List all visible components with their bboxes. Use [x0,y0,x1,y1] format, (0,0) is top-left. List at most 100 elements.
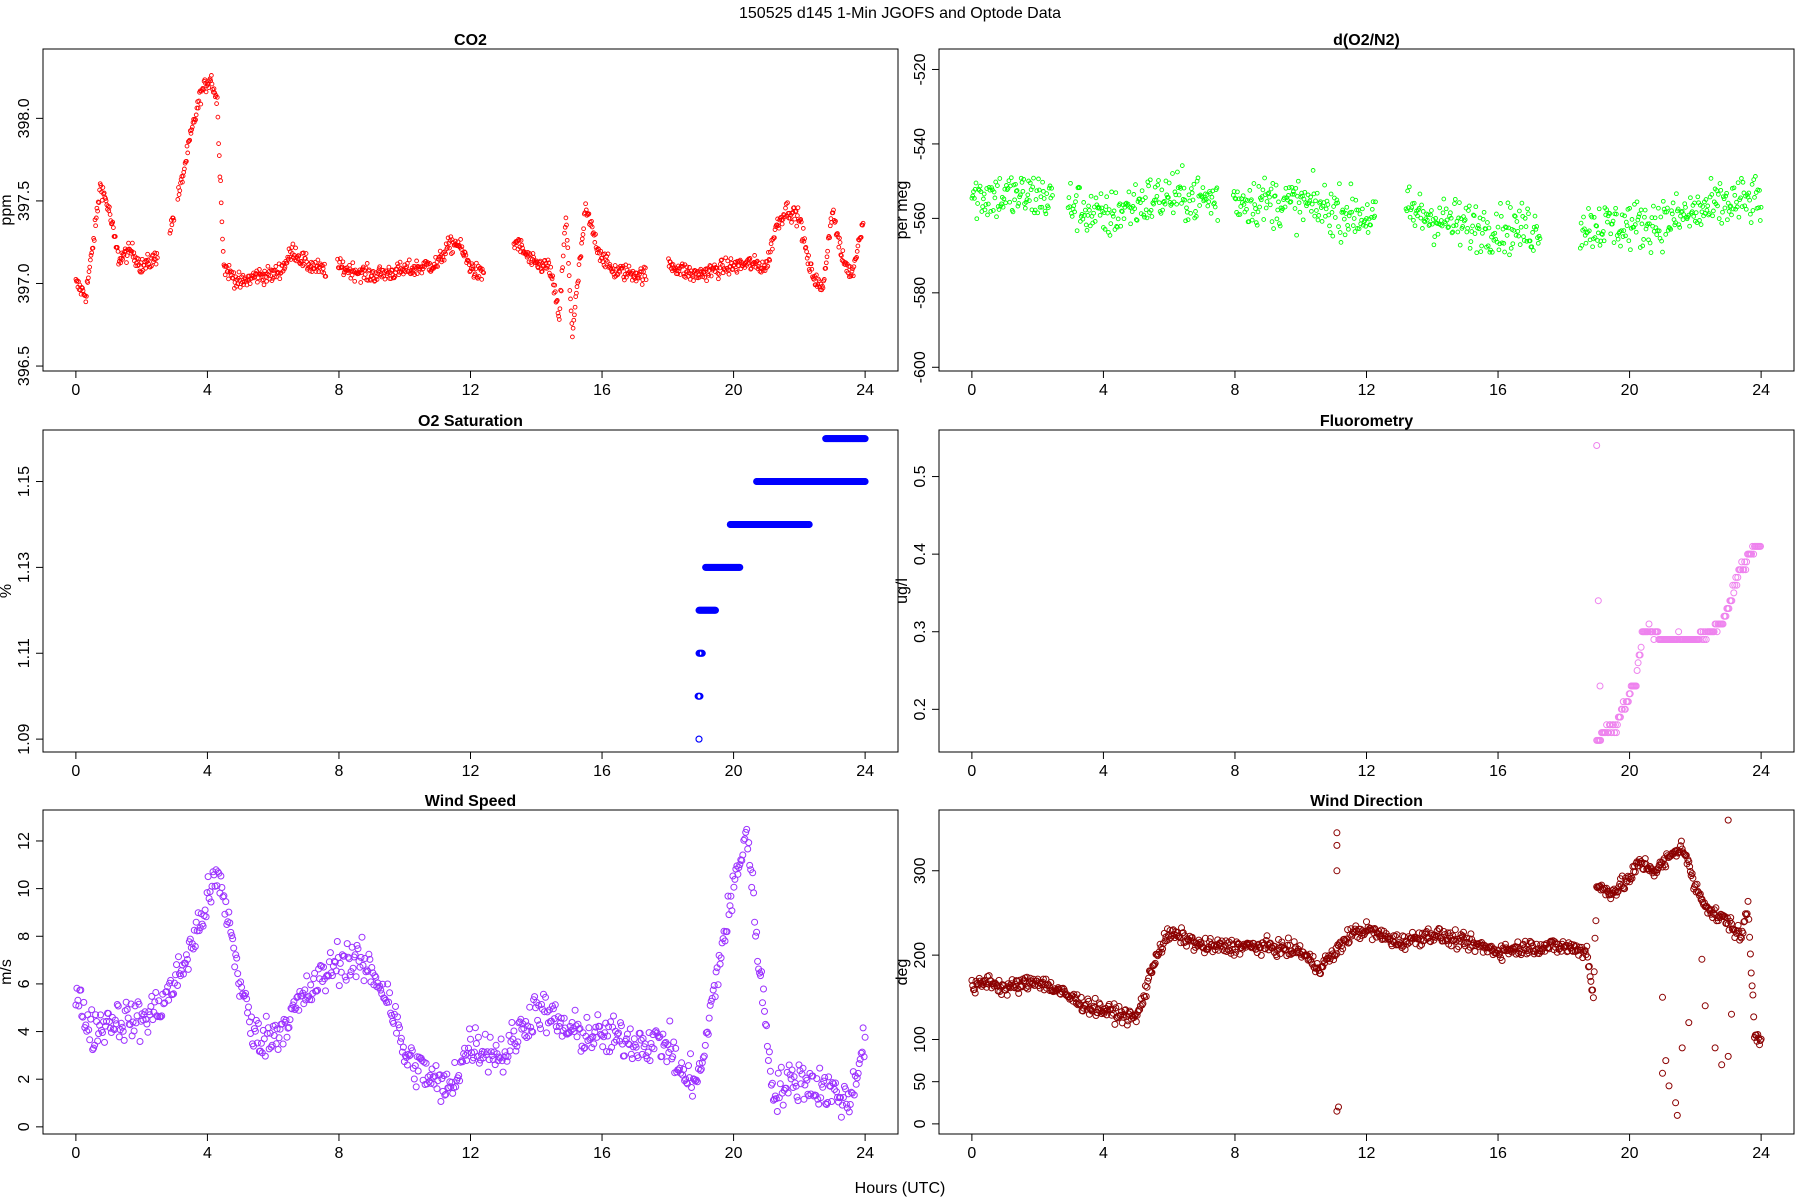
wspd-point [471,1024,479,1032]
do2n2-y-tick-label: -560 [912,202,929,234]
do2n2-point [1518,224,1524,230]
do2n2-point [977,183,983,189]
do2n2-point [1736,214,1742,220]
wspd-point [452,1083,460,1091]
wdir-point [1344,939,1352,947]
co2-point [679,261,685,267]
wspd-point [724,892,732,900]
co2-point [295,256,300,261]
do2n2-point [1086,203,1091,209]
wdir-point [1177,939,1185,947]
wspd-point [266,1029,274,1037]
co2-point [441,257,447,263]
co2-point [236,269,242,275]
wspd-point [432,1062,440,1070]
wspd-x-tick-label: 12 [462,1145,480,1162]
do2n2-point [1043,211,1049,217]
wspd-point [245,1003,252,1011]
co2-point [798,217,804,222]
do2n2-point [1492,230,1498,236]
do2n2-point [1025,192,1031,198]
do2n2-point [1725,217,1730,223]
wspd-point [581,1044,589,1051]
co2-point [366,267,372,273]
wspd-point [395,1021,402,1029]
co2-point [374,277,380,282]
do2n2-point [1104,194,1110,200]
co2-point [273,264,279,269]
co2-point [519,242,525,248]
wspd-point [665,1049,673,1056]
co2-point [443,251,448,257]
wdir-point [1138,1001,1146,1009]
do2n2-point [1304,203,1309,209]
wdir-point [1409,928,1416,936]
wspd-point [462,1051,470,1059]
co2-point [783,205,788,211]
do2n2-point [1173,192,1179,198]
co2-point [772,235,777,241]
do2n2-point [981,196,986,202]
wspd-point [758,968,765,976]
wspd-point [371,972,379,980]
do2n2-point [1748,220,1754,225]
wdir-point [1711,1044,1719,1052]
wspd-point [449,1089,457,1097]
co2-point [825,248,830,254]
wspd-x-tick-label: 24 [856,1145,874,1162]
do2n2-point [1093,195,1099,201]
wspd-point [288,1005,296,1013]
co2-point [261,282,267,288]
wspd-point [541,1008,548,1016]
wspd-point [723,928,731,936]
do2n2-point [1597,242,1603,248]
do2n2-point [1037,204,1043,210]
do2n2-point [1691,214,1697,219]
fluor-point [1634,659,1642,667]
wdir-point [1592,917,1600,925]
co2-point [293,245,298,251]
wdir-point [1685,858,1693,866]
do2n2-point [1629,217,1635,222]
wdir-point [1458,933,1466,941]
wdir-point [1201,934,1209,942]
do2n2-point [1526,211,1531,217]
wdir-point [1333,1107,1341,1115]
fluor-point [1695,636,1703,643]
co2-point [728,256,734,261]
do2n2-point [1472,231,1478,236]
wdir-y-tick-label: 200 [912,942,929,969]
wspd-point [855,1060,863,1068]
co2-point [752,253,757,258]
wspd-point [512,1047,520,1055]
do2n2-point [1193,214,1199,219]
wspd-point [461,1044,469,1052]
wdir-point [1746,950,1754,958]
co2-point [285,254,291,260]
wspd-point [711,993,719,1001]
do2n2-point [1503,225,1509,230]
do2n2-point [1535,240,1541,246]
wspd-y-axis-label: m/s [0,959,15,985]
do2n2-point [1092,219,1098,224]
co2-point [827,235,832,241]
co2-point [437,254,442,260]
do2n2-point [1340,207,1346,213]
co2-point [91,236,96,241]
do2n2-point [1652,215,1658,221]
wdir-point [1728,1010,1735,1018]
do2n2-point [1513,232,1519,238]
do2n2-x-tick-label: 4 [1099,382,1108,399]
wspd-point [293,994,301,1001]
wdir-y-tick-label: 100 [912,1026,929,1053]
do2n2-point [1235,212,1241,217]
do2n2-point [1510,241,1516,247]
co2-point [95,199,101,205]
co2-point [716,271,722,277]
co2-point [340,259,346,265]
wspd-point [260,1035,268,1043]
do2n2-point [1330,233,1336,239]
do2n2-point [1429,208,1434,213]
wdir-point [1528,939,1536,947]
